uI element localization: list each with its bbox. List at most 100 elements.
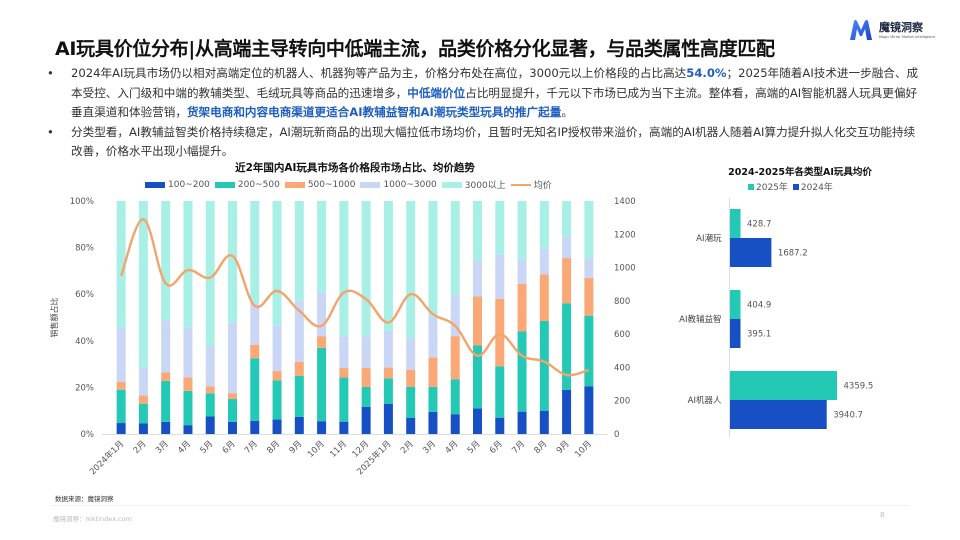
brand-logo: 魔镜洞察 Magic Mirror Market Intelligence [848,16,948,44]
x-tick-label: 9月 [555,439,572,456]
chart2-title: 2024-2025年各类型AI玩具均价 [728,167,872,178]
bar-stack[interactable] [228,201,237,434]
legend-item[interactable]: 均价 [510,178,552,191]
bar-stack[interactable] [361,201,371,434]
bar-segment [428,201,438,317]
category-label: AI教辅益智 [679,314,721,325]
bar-stack[interactable] [250,201,260,434]
bar-value-label: 395.1 [747,330,771,340]
bar-stack[interactable] [116,201,126,434]
bar-segment [250,303,260,345]
bar-segment [161,421,171,434]
bar-stack[interactable] [339,201,349,434]
bar-stack[interactable] [562,201,572,434]
y2-tick-label: 800 [614,297,630,307]
bar-stack[interactable] [450,201,460,434]
bar-segment [317,201,327,292]
bar-segment [294,416,304,434]
bar-segment [428,316,438,358]
bar-segment [495,366,505,418]
bar-segment [294,361,304,376]
legend-swatch [214,181,235,188]
bar-segment [294,375,304,417]
bar-value-label: 4359.5 [844,382,874,392]
bar-value-label: 404.9 [747,301,771,311]
body-text: ；2025年随着AI技术进一步融合、成本受控、入门级和中端的教辅类型、毛绒玩具等… [71,66,919,100]
bar-stack[interactable] [428,201,438,434]
bar-stack[interactable] [161,201,171,434]
bar-stack[interactable] [584,201,594,434]
bar-segment [584,315,594,387]
legend-item[interactable]: 3000以上 [441,178,506,191]
bar-segment [339,336,349,369]
legend-item[interactable]: 500~1000 [284,179,356,190]
bar-segment [161,372,171,381]
bullet-text: 分类型看，AI教辅益智类价格持续稳定，AI潮玩新商品的出现大幅拉低市场均价，且暂… [71,123,925,162]
bar-stack[interactable] [473,201,482,434]
bar-segment [138,395,148,404]
body-text: 。 [561,105,573,119]
legend-item[interactable]: 100~200 [145,180,210,190]
legend-item[interactable]: 2025年 [748,180,788,193]
bar-stack[interactable] [138,201,148,434]
body-text: 2024年AI玩具市场仍以相对高端定位的机器人、机器狗等产品为主，价格分布处在高… [71,66,687,80]
bar-segment [584,386,594,434]
y-axis-label: 销售额占比 [49,298,59,338]
bar-segment [450,201,460,295]
bar-stack[interactable] [495,201,505,434]
bar-segment [584,201,594,259]
bar-segment [138,367,148,396]
x-tick-label: 9月 [288,439,305,456]
category-label: AI机器人 [688,395,722,406]
legend-swatch [792,183,799,190]
bar-stack[interactable] [205,201,215,434]
legend-item[interactable]: 200~500 [214,180,280,190]
bar-stack[interactable] [183,201,193,434]
legend-swatch [510,183,531,186]
bar-stack[interactable] [539,201,549,434]
legend-item[interactable]: 2024年 [792,180,833,193]
bar-stack[interactable] [272,201,282,434]
chart1-legend: 100~200 200~500 500~1000 1000~3000 3000以上 均价 [145,178,552,191]
bar-segment [317,336,327,348]
bar-segment [339,201,349,337]
y-tick-label: 20% [75,383,94,393]
x-tick-label: 4月 [443,439,460,456]
bar-stack[interactable] [517,201,527,434]
y2-tick-label: 600 [614,330,630,340]
bar-segment [138,423,148,434]
bar-segment [383,378,393,404]
bar-segment [495,417,505,434]
bar-stack[interactable] [317,201,327,434]
x-tick-label: 6月 [221,439,238,456]
bar-segment [584,277,594,316]
price-segment-stacked-chart: 0% 20% 40% 60% 80% 100% 0 200 400 600 800 1000 1200 1… [49,197,636,477]
bar-stack[interactable] [383,201,393,434]
bar-segment [383,403,393,434]
bar-segment [161,201,171,321]
bar-value-label: 3940.7 [833,411,863,421]
bar-segment [161,380,171,422]
bar-stack[interactable] [406,201,416,434]
bar-segment [428,386,438,412]
highlight-text: 54.0% [686,66,727,80]
legend-label: 500~1000 [307,179,356,190]
legend-item[interactable]: 1000~3000 [360,180,437,190]
bar-stack[interactable] [294,201,304,434]
logo-m-icon [850,20,872,40]
category-group[interactable]: AI教辅益智 404.9 395.1 [679,290,771,348]
bar-segment [562,303,572,390]
category-group[interactable]: AI机器人 4359.5 3940.7 [688,371,874,429]
bar-segment [183,327,193,378]
bar-segment [450,379,460,415]
chart1-title: 近2年国内AI玩具市场各价格段市场占比、均价趋势 [235,162,475,174]
legend-swatch [360,181,381,188]
category-group[interactable]: AI潮玩 428.7 1687.2 [696,209,808,267]
footer-divider [50,505,910,506]
bar-segment [495,298,505,367]
bar-segment [428,411,438,434]
legend-swatch [748,183,754,190]
bar [730,238,772,267]
bar-segment [361,336,371,369]
bar-segment [539,201,549,249]
